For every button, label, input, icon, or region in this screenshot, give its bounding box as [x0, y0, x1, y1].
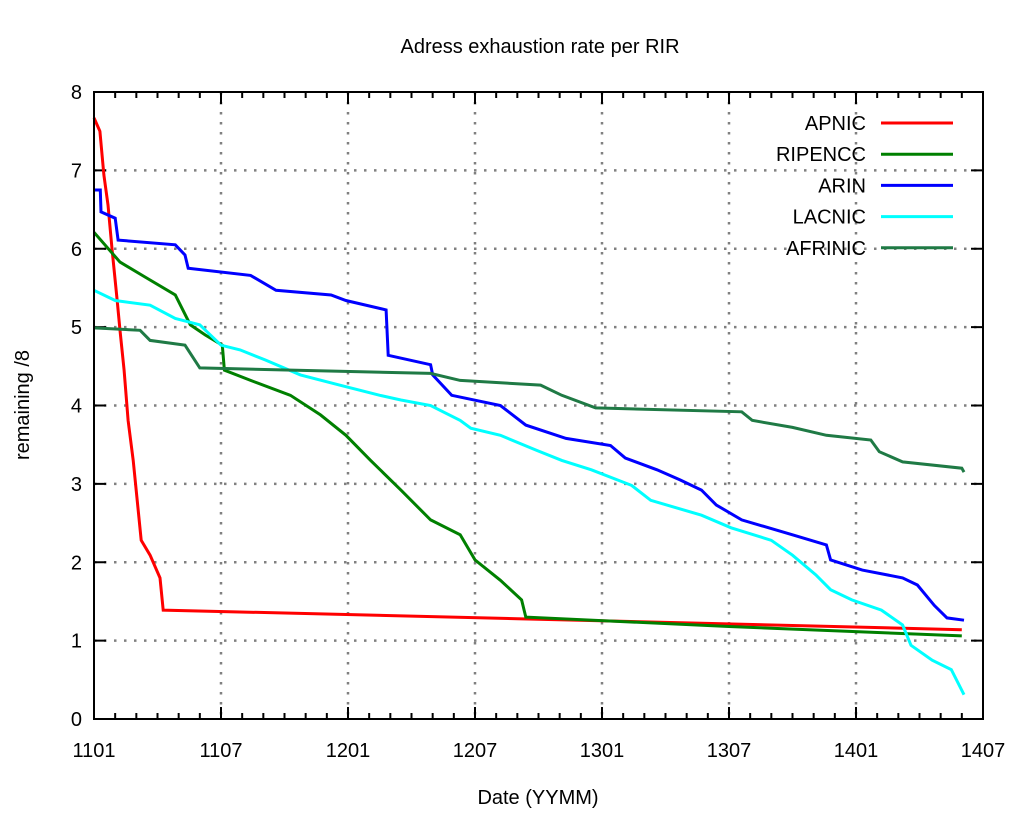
x-tick-label: 1307 — [707, 740, 752, 762]
y-tick-label: 1 — [71, 631, 82, 653]
y-tick-label: 7 — [71, 160, 82, 182]
legend-label: RIPENCC — [776, 144, 866, 166]
y-tick-label: 8 — [71, 82, 82, 104]
y-axis-label: remaining /8 — [12, 350, 34, 460]
legend-label: AFRINIC — [786, 238, 866, 260]
x-tick-label: 1301 — [580, 740, 625, 762]
x-axis-label: Date (YYMM) — [477, 787, 598, 809]
legend-label: ARIN — [818, 175, 866, 197]
series-line-ripencc — [92, 231, 962, 638]
series-line-apnic — [92, 117, 962, 632]
x-tick-label: 1207 — [453, 740, 498, 762]
series-line-afrinic — [93, 326, 966, 473]
legend-label: APNIC — [805, 113, 866, 135]
x-tick-label: 1107 — [199, 740, 242, 762]
y-tick-label: 5 — [71, 317, 82, 339]
y-tick-label: 4 — [71, 396, 82, 418]
ticks: 0 1 2 3 4 5 6 7 8 1101 1107 1201 1207 1301 1307 1401 140… — [71, 82, 1005, 762]
y-tick-label: 3 — [71, 474, 82, 496]
x-tick-label: 1407 — [961, 740, 1006, 762]
x-tick-label: 1101 — [72, 740, 115, 762]
legend: APNIC RIPENCC ARIN LACNIC AFRINIC — [776, 113, 953, 260]
y-tick-label: 6 — [71, 239, 82, 261]
plot-frame — [93, 91, 984, 720]
series-lines — [92, 117, 966, 696]
series-line-arin — [94, 188, 965, 622]
y-tick-label: 0 — [71, 709, 82, 731]
x-tick-label: 1201 — [326, 740, 371, 762]
legend-label: LACNIC — [793, 207, 866, 229]
x-tick-label: 1401 — [834, 740, 879, 762]
y-tick-label: 2 — [71, 552, 82, 574]
chart-title: Adress exhaustion rate per RIR — [400, 36, 679, 58]
series-line-lacnic — [93, 288, 966, 696]
